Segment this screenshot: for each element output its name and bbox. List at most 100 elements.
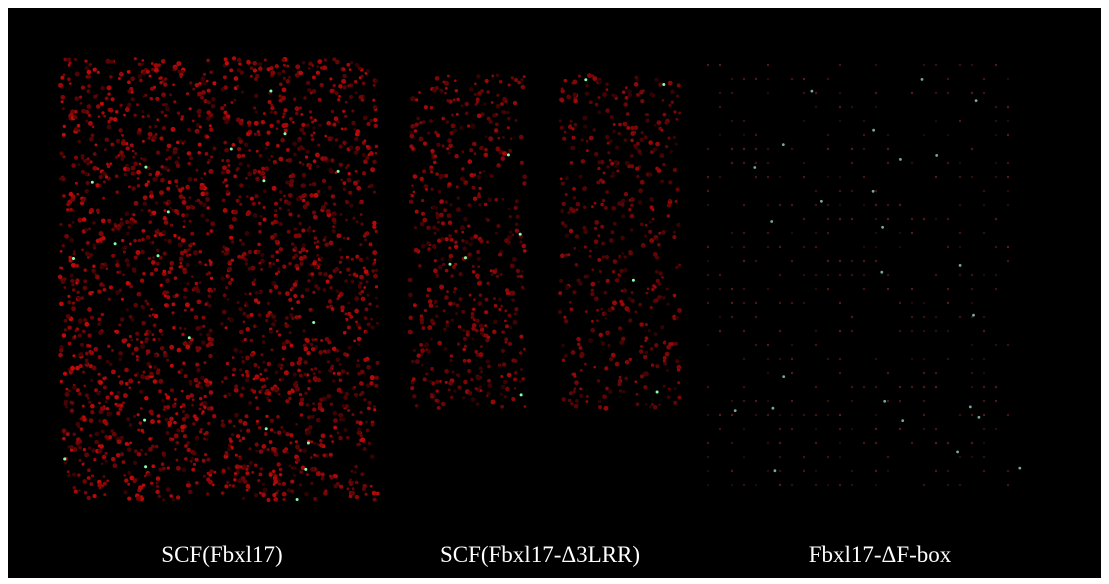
spot — [839, 358, 841, 360]
spot — [105, 267, 108, 270]
spot — [78, 445, 82, 449]
spot — [260, 215, 263, 218]
spot — [312, 321, 315, 324]
spot — [85, 251, 90, 256]
spot — [333, 484, 337, 488]
spot — [210, 290, 213, 293]
spot — [105, 137, 109, 141]
spot — [260, 268, 263, 271]
spot — [314, 236, 318, 240]
spot — [332, 225, 335, 228]
spot — [309, 167, 312, 170]
spot — [645, 119, 649, 123]
spot — [306, 150, 310, 154]
spot — [160, 284, 163, 287]
spot — [120, 158, 123, 161]
spot — [605, 255, 610, 260]
spot — [91, 448, 96, 453]
spot — [258, 472, 262, 476]
spot — [93, 458, 96, 461]
spot — [490, 269, 493, 272]
spot — [69, 82, 72, 85]
spot — [438, 190, 442, 194]
spot — [887, 288, 889, 290]
spot — [282, 342, 287, 347]
spot — [326, 305, 329, 308]
spot — [172, 404, 176, 408]
spot — [947, 302, 949, 304]
spot — [63, 458, 66, 461]
spot — [815, 190, 817, 192]
spot — [63, 372, 67, 376]
spot — [126, 281, 130, 285]
spot — [321, 477, 325, 481]
spot — [86, 162, 90, 166]
spot — [639, 349, 644, 354]
spot — [500, 305, 503, 308]
spot — [150, 419, 155, 424]
spot — [100, 86, 105, 91]
spot — [472, 265, 475, 268]
spot — [899, 204, 901, 206]
spot — [190, 232, 194, 236]
spot — [779, 302, 781, 304]
spot — [851, 162, 853, 164]
spot — [70, 408, 75, 413]
spot — [253, 169, 258, 174]
spot — [374, 230, 377, 233]
spot — [435, 86, 439, 90]
spot — [472, 186, 476, 190]
spot — [341, 369, 346, 374]
spot — [321, 205, 326, 210]
spot — [192, 119, 195, 122]
spot — [502, 198, 505, 201]
spot — [308, 67, 311, 70]
spot — [264, 166, 269, 171]
spot — [439, 213, 444, 218]
spot — [447, 138, 452, 143]
spot — [366, 280, 369, 283]
spot — [628, 208, 631, 211]
spot — [143, 195, 148, 200]
spot — [295, 423, 298, 426]
spot — [254, 77, 258, 81]
spot — [258, 66, 262, 70]
spot — [310, 116, 313, 119]
spot — [206, 273, 209, 276]
spot — [507, 117, 511, 121]
spot — [604, 206, 608, 210]
spot — [602, 394, 607, 399]
spot — [263, 112, 266, 115]
spot — [171, 127, 176, 132]
spot — [195, 326, 200, 331]
spot — [200, 192, 205, 197]
spot — [227, 447, 231, 451]
spot — [73, 433, 76, 436]
spot — [478, 192, 481, 195]
spot — [473, 173, 476, 176]
spot — [318, 350, 323, 355]
spot — [115, 263, 119, 267]
spot — [161, 333, 164, 336]
spot — [176, 428, 180, 432]
spot — [195, 481, 199, 485]
spot — [158, 338, 161, 341]
spot — [265, 415, 268, 418]
spot — [731, 92, 733, 94]
spot — [309, 110, 312, 113]
spot — [275, 215, 278, 218]
spot — [456, 185, 459, 188]
spot — [606, 88, 609, 91]
spot — [187, 448, 191, 452]
spot — [367, 322, 371, 326]
spot — [82, 217, 87, 222]
spot — [674, 142, 678, 146]
spot — [607, 151, 610, 154]
spot — [82, 405, 85, 408]
spot — [66, 208, 69, 211]
spot — [421, 212, 425, 216]
spot — [71, 306, 76, 311]
spot — [331, 217, 336, 222]
spot — [174, 276, 178, 280]
spot — [307, 430, 312, 435]
